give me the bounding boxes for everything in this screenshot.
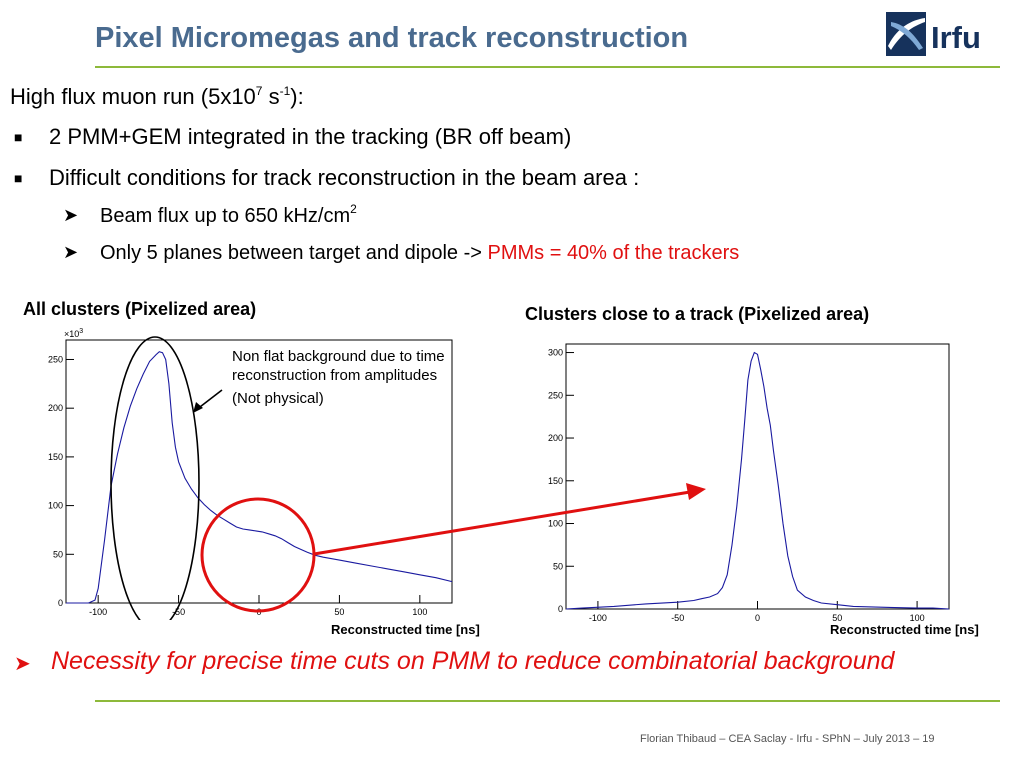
peak-highlight-ellipse — [110, 336, 200, 620]
square-bullet-icon: ■ — [14, 170, 23, 186]
intro-suffix: ): — [290, 84, 304, 109]
logo-text: Irfu — [931, 20, 981, 55]
x-tick-label: 50 — [334, 607, 344, 617]
bullet-conditions: Difficult conditions for track reconstru… — [49, 165, 640, 190]
y-tick-label: 100 — [48, 501, 63, 511]
x-tick-label: 0 — [755, 613, 760, 623]
sub-bullet-planes: Only 5 planes between target and dipole … — [100, 242, 739, 265]
intro-text: High flux muon run (5x10 — [10, 84, 256, 109]
conclusion-text: Necessity for precise time cuts on PMM t… — [51, 647, 895, 675]
annotation-line-1: Non flat background due to time reconstr… — [232, 348, 445, 384]
y-tick-label: 200 — [48, 403, 63, 413]
flux-text: Beam flux up to 650 kHz/cm — [100, 205, 351, 227]
right-histogram: 0 50 100 150 200 250 300 -100 -50 0 50 100 — [548, 343, 950, 623]
intro-exponent: 7 — [255, 84, 263, 98]
right-axes: 0 50 100 150 200 250 300 -100 -50 0 50 100 — [548, 348, 925, 623]
title-divider — [95, 66, 1000, 68]
x-tick-label: 100 — [412, 607, 427, 617]
x-tick-label: 100 — [910, 613, 925, 623]
x-tick-label: -100 — [589, 613, 607, 623]
y-tick-label: 250 — [548, 390, 563, 400]
y-tick-label: 250 — [48, 354, 63, 364]
irfu-logo: Irfu — [886, 12, 981, 56]
planes-highlight: PMMs = 40% of the trackers — [487, 242, 740, 264]
y-tick-label: 300 — [548, 348, 563, 358]
x-tick-label: -50 — [671, 613, 684, 623]
y-tick-label: 0 — [58, 598, 63, 608]
sub-bullet-flux: Beam flux up to 650 kHz/cm2 — [100, 202, 357, 228]
arrow-bullet-icon: ➤ — [63, 242, 79, 262]
logo-swoosh-2 — [891, 22, 923, 50]
left-chart-caption: All clusters (Pixelized area) — [23, 299, 257, 319]
y-tick-label: 50 — [53, 549, 63, 559]
intro-unit: s — [262, 84, 280, 109]
left-y-multiplier: ×103 — [64, 328, 83, 339]
flux-exponent: 2 — [350, 202, 357, 216]
right-plot-area: 0 50 100 150 200 250 300 -100 -50 0 50 100 — [548, 343, 950, 623]
background-annotation: Non flat background due to time reconstr… — [232, 347, 452, 412]
annotation-pointer-arrowhead — [193, 402, 203, 413]
square-bullet-icon: ■ — [14, 129, 23, 145]
footer-text: Florian Thibaud – CEA Saclay - Irfu - SP… — [640, 733, 935, 745]
footer-divider — [95, 700, 1000, 702]
y-tick-label: 150 — [48, 452, 63, 462]
y-tick-label: 0 — [558, 604, 563, 614]
x-tick-label: 50 — [832, 613, 842, 623]
logo-swoosh — [888, 18, 925, 50]
slide-title: Pixel Micromegas and track reconstructio… — [95, 22, 689, 54]
y-tick-label: 200 — [548, 433, 563, 443]
right-series-line — [565, 351, 950, 610]
right-chart-caption: Clusters close to a track (Pixelized are… — [525, 304, 870, 324]
x-tick-label: -100 — [89, 607, 107, 617]
annotation-line-2: (Not physical) — [232, 390, 324, 407]
left-x-axis-title: Reconstructed time [ns] — [331, 622, 480, 637]
arrow-bullet-icon: ➤ — [14, 653, 31, 675]
right-x-axis-title: Reconstructed time [ns] — [830, 622, 979, 637]
arrow-bullet-icon: ➤ — [63, 205, 79, 225]
left-series-line — [66, 351, 453, 604]
y-tick-label: 150 — [548, 476, 563, 486]
intro-line: High flux muon run (5x107 s-1): — [10, 84, 304, 110]
y-tick-label: 50 — [553, 561, 563, 571]
right-plot-frame — [565, 343, 950, 610]
intro-unit-exponent: -1 — [279, 84, 291, 98]
x-tick-label: -50 — [172, 607, 185, 617]
bullet-tracking: 2 PMM+GEM integrated in the tracking (BR… — [49, 124, 572, 149]
planes-text: Only 5 planes between target and dipole … — [100, 242, 488, 264]
bump-highlight-circle — [200, 497, 316, 613]
y-tick-label: 100 — [548, 519, 563, 529]
